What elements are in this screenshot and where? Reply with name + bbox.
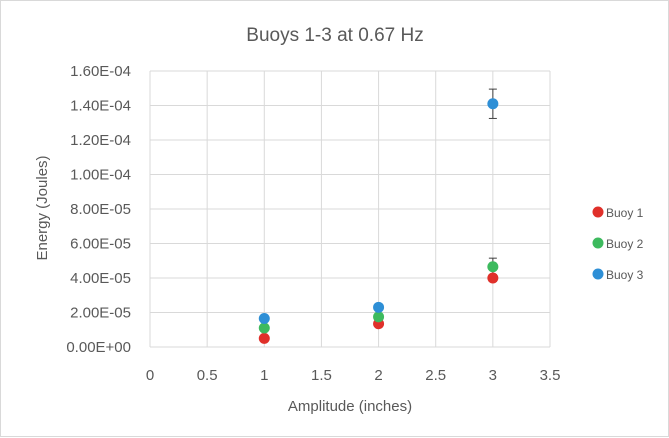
y-axis-tick-labels: 0.00E+00 2.00E-05 4.00E-05 6.00E-05 8.00E-05… xyxy=(66,63,131,356)
legend: Buoy 1 Buoy 2 Buoy 3 xyxy=(592,206,644,282)
data-point-buoy-2 xyxy=(373,311,385,323)
data-point-buoy-3 xyxy=(258,313,270,325)
y-axis-title: Energy (Joules) xyxy=(34,155,51,260)
y-tick-label: 0.00E+00 xyxy=(66,339,131,356)
y-tick-label: 1.40E-04 xyxy=(70,98,131,115)
x-tick-label: 0.5 xyxy=(197,367,218,384)
data-point-buoy-2 xyxy=(487,261,499,273)
y-tick-label: 6.00E-05 xyxy=(70,236,131,253)
data-point-buoy-3 xyxy=(487,98,499,110)
grid-lines xyxy=(149,70,551,348)
x-tick-label: 1.5 xyxy=(311,367,332,384)
data-point-buoy-3 xyxy=(373,301,385,313)
y-tick-label: 2.00E-05 xyxy=(70,305,131,322)
x-axis-tick-labels: 0 0.5 1 1.5 2 2.5 3 3.5 xyxy=(146,367,561,384)
x-axis-title: Amplitude (inches) xyxy=(288,398,412,415)
chart-title: Buoys 1-3 at 0.67 Hz xyxy=(246,25,423,46)
legend-marker xyxy=(592,206,604,218)
y-tick-label: 4.00E-05 xyxy=(70,270,131,287)
x-tick-label: 1 xyxy=(260,367,268,384)
legend-label: Buoy 2 xyxy=(606,237,644,251)
legend-marker xyxy=(592,268,604,280)
legend-label: Buoy 1 xyxy=(606,206,644,220)
data-point-buoy-2 xyxy=(258,322,270,334)
legend-marker xyxy=(592,237,604,249)
y-tick-label: 1.00E-04 xyxy=(70,167,131,184)
y-tick-label: 1.20E-04 xyxy=(70,132,131,149)
x-tick-label: 3 xyxy=(489,367,497,384)
y-tick-label: 1.60E-04 xyxy=(70,63,131,80)
x-tick-label: 2 xyxy=(374,367,382,384)
y-tick-label: 8.00E-05 xyxy=(70,201,131,218)
x-tick-label: 2.5 xyxy=(425,367,446,384)
data-point-buoy-1 xyxy=(487,272,499,284)
data-points xyxy=(258,98,499,344)
legend-label: Buoy 3 xyxy=(606,268,644,282)
x-tick-label: 0 xyxy=(146,367,154,384)
data-point-buoy-1 xyxy=(258,332,270,344)
x-tick-label: 3.5 xyxy=(540,367,561,384)
